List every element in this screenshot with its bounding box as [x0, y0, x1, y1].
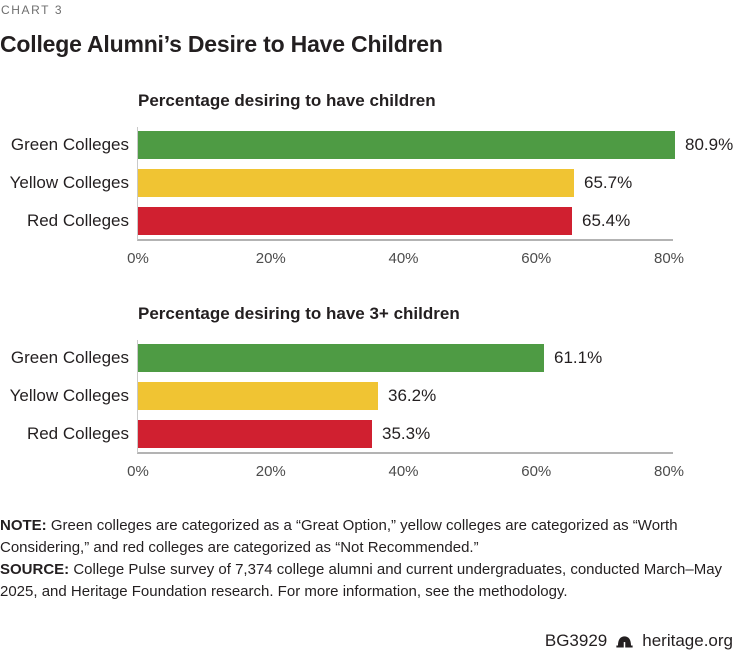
x-tick-label: 40% — [388, 463, 419, 480]
x-axis: 0% 20% 40% 60% 80% — [127, 241, 684, 272]
x-tick-label: 0% — [127, 463, 149, 480]
bar-green-colleges — [138, 344, 544, 372]
chart-kicker: CHART 3 — [1, 3, 64, 17]
x-tick-label: 80% — [653, 250, 685, 267]
plot-area: Green Colleges 80.9% Yellow Colleges 65.7% R… — [10, 127, 733, 241]
x-axis: 0% 20% 40% 60% 80% — [127, 454, 684, 485]
category-label: Red Colleges — [26, 424, 129, 443]
bar-red-colleges — [138, 420, 372, 448]
note-paragraph: NOTE: Green colleges are categorized as … — [0, 515, 734, 559]
x-tick-label: 80% — [653, 463, 685, 480]
report-id: BG3929 — [544, 631, 608, 650]
notes-block: NOTE: Green colleges are categorized as … — [0, 515, 734, 603]
chart-subtitle: Percentage desiring to have 3+ children — [138, 304, 460, 323]
chart-desire-3plus-children: Percentage desiring to have 3+ children … — [0, 304, 734, 485]
x-tick-label: 40% — [388, 250, 419, 267]
value-label: 65.4% — [582, 211, 631, 230]
bar-row: Red Colleges 35.3% — [27, 420, 673, 448]
value-label: 80.9% — [685, 135, 734, 154]
heritage-bell-icon — [615, 633, 634, 650]
value-label: 36.2% — [388, 386, 437, 405]
bar-row: Yellow Colleges 36.2% — [10, 382, 673, 410]
value-label: 35.3% — [382, 424, 431, 443]
chart-desire-children: Percentage desiring to have children Gre… — [0, 91, 734, 272]
source-paragraph: SOURCE: College Pulse survey of 7,374 co… — [0, 559, 734, 603]
plot-area: Green Colleges 61.1% Yellow Colleges 36.2% R… — [10, 340, 673, 454]
x-tick-label: 20% — [255, 250, 286, 267]
x-tick-label: 60% — [521, 250, 552, 267]
source-text: College Pulse survey of 7,374 college al… — [0, 561, 723, 600]
footer: BG3929 heritage.org — [0, 631, 734, 651]
category-label: Red Colleges — [26, 211, 129, 230]
bar-row: Green Colleges 61.1% — [11, 344, 673, 372]
site-link: heritage.org — [642, 631, 733, 650]
bar-row: Red Colleges 65.4% — [27, 207, 673, 235]
x-tick-label: 0% — [127, 250, 149, 267]
value-label: 61.1% — [554, 348, 603, 367]
note-text: Green colleges are categorized as a “Gre… — [0, 517, 678, 556]
source-label: SOURCE: — [0, 561, 70, 578]
bar-green-colleges — [138, 131, 675, 159]
note-label: NOTE: — [0, 517, 47, 534]
x-tick-label: 20% — [255, 463, 286, 480]
category-label: Green Colleges — [10, 135, 129, 154]
category-label: Yellow Colleges — [9, 173, 129, 192]
bar-yellow-colleges — [138, 169, 574, 197]
value-label: 65.7% — [584, 173, 633, 192]
bar-red-colleges — [138, 207, 572, 235]
category-label: Yellow Colleges — [9, 386, 129, 405]
category-label: Green Colleges — [10, 348, 129, 367]
bar-row: Yellow Colleges 65.7% — [10, 169, 673, 197]
page-title: College Alumni’s Desire to Have Children — [0, 31, 443, 57]
x-tick-label: 60% — [521, 463, 552, 480]
bar-yellow-colleges — [138, 382, 378, 410]
bar-row: Green Colleges 80.9% — [11, 131, 733, 159]
chart-subtitle: Percentage desiring to have children — [138, 91, 436, 110]
